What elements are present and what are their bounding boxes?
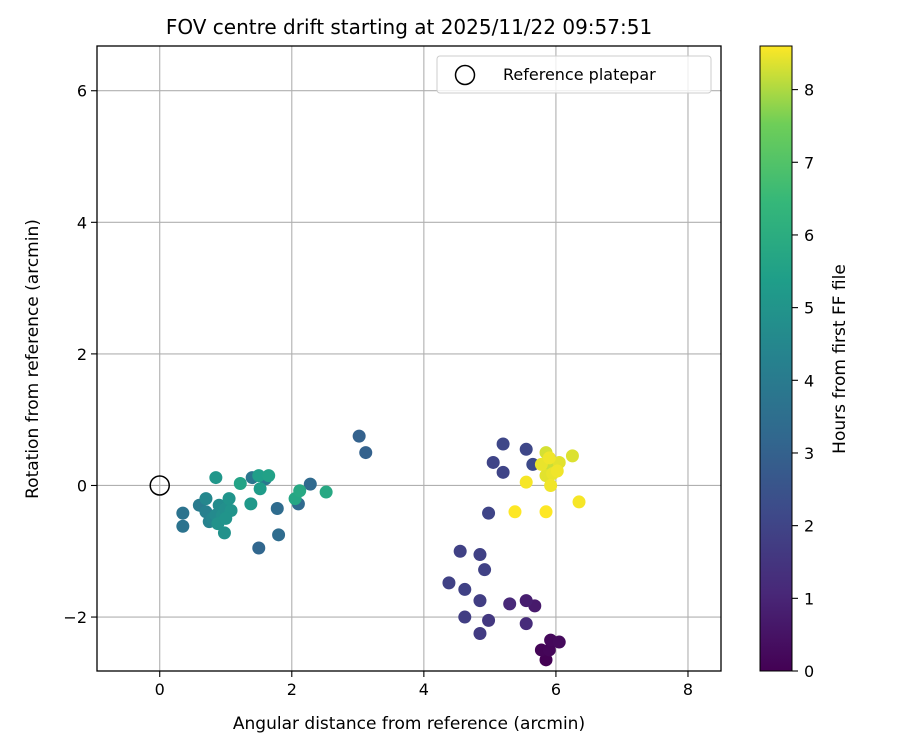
x-axis-ticks: 0 2 4 6 8 bbox=[155, 671, 693, 699]
data-point bbox=[496, 465, 510, 479]
colorbar-tick-label: 3 bbox=[804, 444, 814, 463]
data-point bbox=[244, 497, 258, 511]
data-point bbox=[176, 519, 190, 533]
data-point bbox=[539, 505, 553, 519]
data-point bbox=[539, 653, 553, 667]
colorbar-ticks: 0 1 2 3 4 5 6 7 8 bbox=[792, 81, 814, 681]
data-point bbox=[176, 506, 190, 520]
data-point bbox=[222, 492, 236, 506]
data-point bbox=[482, 506, 496, 520]
data-point bbox=[542, 451, 556, 465]
data-point bbox=[217, 526, 231, 540]
colorbar-tick-label: 2 bbox=[804, 517, 814, 536]
data-point bbox=[209, 471, 223, 485]
data-point bbox=[272, 528, 286, 542]
grid-lines bbox=[97, 46, 721, 671]
data-point bbox=[319, 485, 333, 499]
y-tick-label: −2 bbox=[63, 608, 87, 627]
colorbar-tick-label: 7 bbox=[804, 153, 814, 172]
data-point bbox=[552, 635, 566, 649]
data-point bbox=[565, 449, 579, 463]
chart-title: FOV centre drift starting at 2025/11/22 … bbox=[166, 15, 652, 39]
colorbar-label: Hours from first FF file bbox=[830, 264, 850, 454]
data-point bbox=[473, 627, 487, 640]
colorbar-tick-label: 1 bbox=[804, 589, 814, 608]
data-point bbox=[544, 478, 558, 492]
reference-platepar-marker bbox=[149, 475, 170, 496]
data-point bbox=[503, 597, 517, 611]
data-point bbox=[458, 610, 472, 624]
data-point bbox=[473, 594, 487, 608]
data-point bbox=[233, 477, 247, 490]
y-axis-ticks: −2 0 2 4 6 bbox=[63, 82, 97, 627]
data-point bbox=[359, 446, 373, 460]
colorbar-tick-label: 5 bbox=[804, 299, 814, 318]
data-points bbox=[176, 429, 586, 667]
data-point bbox=[262, 469, 276, 483]
data-point bbox=[486, 455, 500, 469]
data-point bbox=[252, 541, 266, 555]
data-point bbox=[293, 484, 307, 498]
data-point bbox=[253, 482, 267, 496]
legend-box bbox=[436, 55, 712, 94]
data-point bbox=[303, 477, 317, 491]
x-tick-label: 4 bbox=[419, 680, 429, 699]
data-point bbox=[442, 576, 456, 590]
legend-marker-icon bbox=[454, 64, 476, 86]
legend: Reference platepar bbox=[436, 55, 712, 94]
data-point bbox=[199, 492, 213, 506]
data-point bbox=[482, 613, 496, 627]
y-axis-label: Rotation from reference (arcmin) bbox=[23, 219, 43, 499]
data-point bbox=[252, 469, 266, 483]
colorbar-tick-label: 0 bbox=[804, 662, 814, 681]
data-point bbox=[453, 544, 467, 558]
data-point bbox=[219, 511, 233, 525]
data-point bbox=[519, 442, 533, 456]
data-point bbox=[352, 429, 366, 443]
x-tick-label: 8 bbox=[683, 680, 693, 699]
y-tick-label: 6 bbox=[77, 82, 87, 101]
data-point bbox=[496, 437, 510, 451]
y-tick-label: 0 bbox=[77, 476, 87, 495]
data-point bbox=[519, 475, 533, 489]
data-point bbox=[542, 643, 556, 657]
x-axis-label: Angular distance from reference (arcmin) bbox=[233, 714, 585, 734]
x-tick-label: 0 bbox=[155, 680, 165, 699]
x-tick-label: 2 bbox=[287, 680, 297, 699]
data-point bbox=[550, 464, 564, 478]
colorbar: 0 1 2 3 4 5 6 7 8 Hours from first FF file bbox=[759, 45, 850, 681]
data-point bbox=[572, 495, 586, 509]
colorbar-tick-label: 6 bbox=[804, 226, 814, 245]
data-point bbox=[270, 502, 284, 515]
data-point bbox=[519, 617, 533, 631]
y-tick-label: 4 bbox=[77, 213, 87, 232]
x-tick-label: 6 bbox=[551, 680, 561, 699]
plot-frame bbox=[96, 45, 722, 672]
colorbar-tick-label: 4 bbox=[804, 371, 814, 390]
colorbar-gradient bbox=[759, 45, 793, 672]
legend-entry-reference-platepar: Reference platepar bbox=[503, 65, 656, 84]
data-point bbox=[473, 548, 487, 562]
data-point bbox=[519, 594, 533, 608]
data-point bbox=[478, 563, 492, 577]
colorbar-tick-label: 8 bbox=[804, 81, 814, 100]
y-tick-label: 2 bbox=[77, 345, 87, 364]
data-point bbox=[458, 582, 472, 596]
data-point bbox=[508, 505, 522, 519]
